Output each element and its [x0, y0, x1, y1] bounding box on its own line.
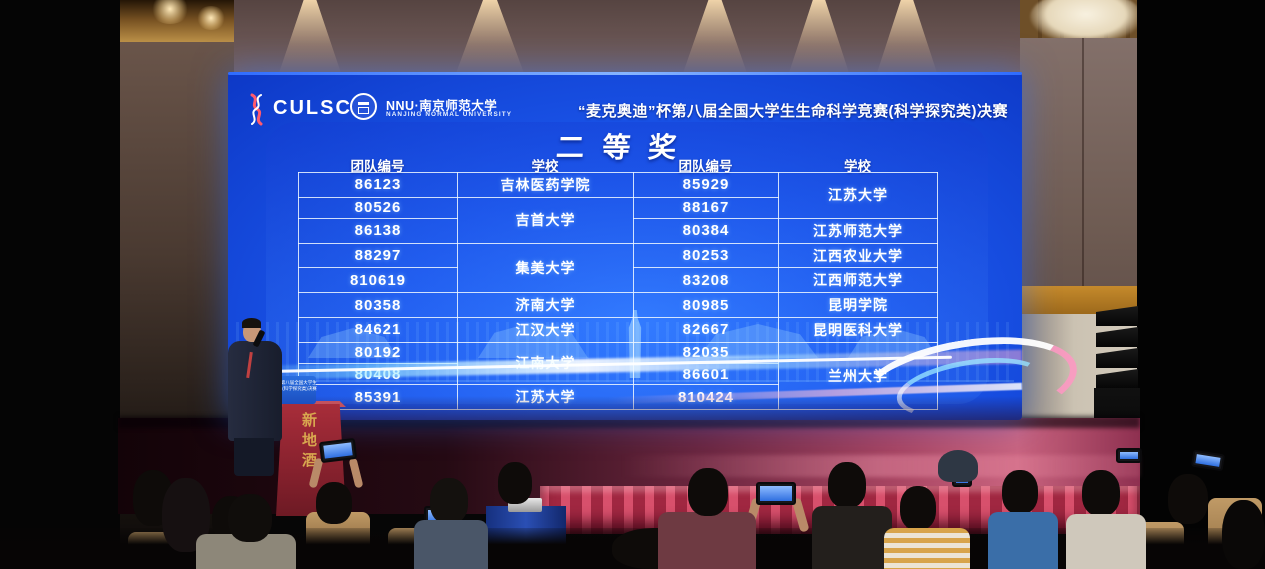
- audience-head: [1002, 470, 1038, 514]
- nnu-logo-name: NNU·南京师范大学: [386, 99, 498, 113]
- ceiling-light: [196, 6, 226, 30]
- audience-torso-white: [1066, 514, 1146, 569]
- culsc-logo-text: CULSC: [273, 97, 352, 119]
- podium-hotel-name: 新地酒: [300, 412, 318, 472]
- team-number: 810619: [298, 267, 458, 294]
- table-row: 86123 吉林医药学院 85929 江苏大学: [298, 172, 938, 219]
- event-sign-line2: 生命科学竞赛(科学探究类)决赛: [255, 386, 317, 392]
- presenter-legs: [234, 438, 274, 476]
- screen-top-edge: [228, 72, 1022, 75]
- table-row: 88297 集美大学 80253 江西农业大学: [298, 242, 938, 294]
- table-row: 86138 80384 江苏师范大学: [298, 217, 938, 244]
- table-row: 80526 吉首大学 88167: [298, 196, 938, 244]
- column-header-team-right: 团队编号: [678, 159, 733, 174]
- team-number: 86123: [298, 172, 458, 198]
- school-name: 济南大学: [457, 292, 634, 318]
- audience-head-cap: [938, 450, 978, 482]
- phone-taking-photo: [756, 482, 796, 505]
- school-name: 江西师范大学: [778, 267, 938, 294]
- team-number: 82667: [633, 316, 779, 343]
- dark-column-left: [0, 0, 120, 569]
- team-number: 80253: [633, 242, 779, 269]
- chandelier: [1030, 0, 1142, 44]
- audience-head: [688, 468, 728, 516]
- column-header-team-left: 团队编号: [350, 159, 405, 174]
- wall-seam: [1082, 38, 1084, 288]
- team-number: 84621: [298, 316, 458, 343]
- audience-head: [430, 478, 468, 524]
- team-number: 85929: [633, 172, 779, 198]
- team-number: 88167: [633, 196, 779, 219]
- team-number: 80384: [633, 217, 779, 244]
- audience-head: [1082, 470, 1120, 516]
- wall-right-panel: [1020, 38, 1140, 313]
- team-number: 83208: [633, 267, 779, 294]
- audience-head: [228, 494, 272, 542]
- school-name: 江苏师范大学: [778, 217, 938, 244]
- nnu-logo-subtitle: NANJING NORMAL UNIVERSITY: [386, 111, 513, 118]
- presenter-body: [228, 341, 282, 441]
- audience-head: [900, 486, 936, 530]
- school-name: 江苏大学: [778, 172, 938, 219]
- audience-head: [316, 482, 352, 524]
- presentation-screen: CULSC NNU·南京师范大学 NANJING NORMAL UNIVERSI…: [227, 72, 1084, 445]
- school-name: 集美大学: [457, 242, 634, 294]
- audience-head: [1168, 474, 1208, 524]
- dark-curtain-right: [1137, 0, 1265, 569]
- presenter-hair: [242, 318, 261, 328]
- team-number: 80526: [298, 196, 458, 219]
- school-name: 昆明学院: [778, 292, 938, 318]
- school-name: 吉林医药学院: [457, 172, 634, 198]
- audience-torso-maroon: [658, 512, 756, 569]
- event-sign-line1: “麦克奥迪”杯第八届全国大学生: [255, 380, 317, 386]
- audience-head: [828, 462, 866, 508]
- table-row: 84621 江汉大学 82667 昆明医科大学: [298, 316, 938, 343]
- ceiling-light: [150, 0, 190, 24]
- slide-title: “麦克奥迪”杯第八届全国大学生生命科学竞赛(科学探究类)决赛: [578, 103, 1008, 120]
- team-number: 80985: [633, 292, 779, 318]
- audience-torso: [414, 520, 488, 569]
- team-number: 88297: [298, 242, 458, 269]
- team-number: 80358: [298, 292, 458, 318]
- school-name: 江汉大学: [457, 316, 634, 343]
- audience-torso: [812, 506, 892, 569]
- school-name: 江西农业大学: [778, 242, 938, 269]
- school-name: 吉首大学: [457, 196, 634, 244]
- audience-torso-striped: [884, 528, 970, 569]
- column-header-school-right: 学校: [844, 159, 871, 174]
- line-array-speaker: [1096, 348, 1138, 368]
- line-array-speaker: [1096, 306, 1138, 326]
- screen-bottom-fade: [228, 396, 1022, 420]
- column-header-school-left: 学校: [531, 159, 559, 174]
- phone-taking-photo: [1116, 448, 1142, 463]
- table-row: 80358 济南大学 80985 昆明学院: [298, 292, 938, 318]
- team-number: 86138: [298, 217, 458, 244]
- team-number: 80192: [298, 341, 458, 364]
- line-array-speaker: [1096, 327, 1138, 347]
- school-name: 昆明医科大学: [778, 316, 938, 343]
- audience-torso-blue: [988, 512, 1058, 569]
- nnu-emblem-icon: [350, 93, 377, 120]
- audience-head: [498, 462, 532, 504]
- culsc-dna-icon: [250, 93, 263, 126]
- phone-taking-photo: [318, 437, 358, 464]
- audience-head: [1222, 500, 1265, 569]
- line-array-speaker: [1096, 369, 1138, 389]
